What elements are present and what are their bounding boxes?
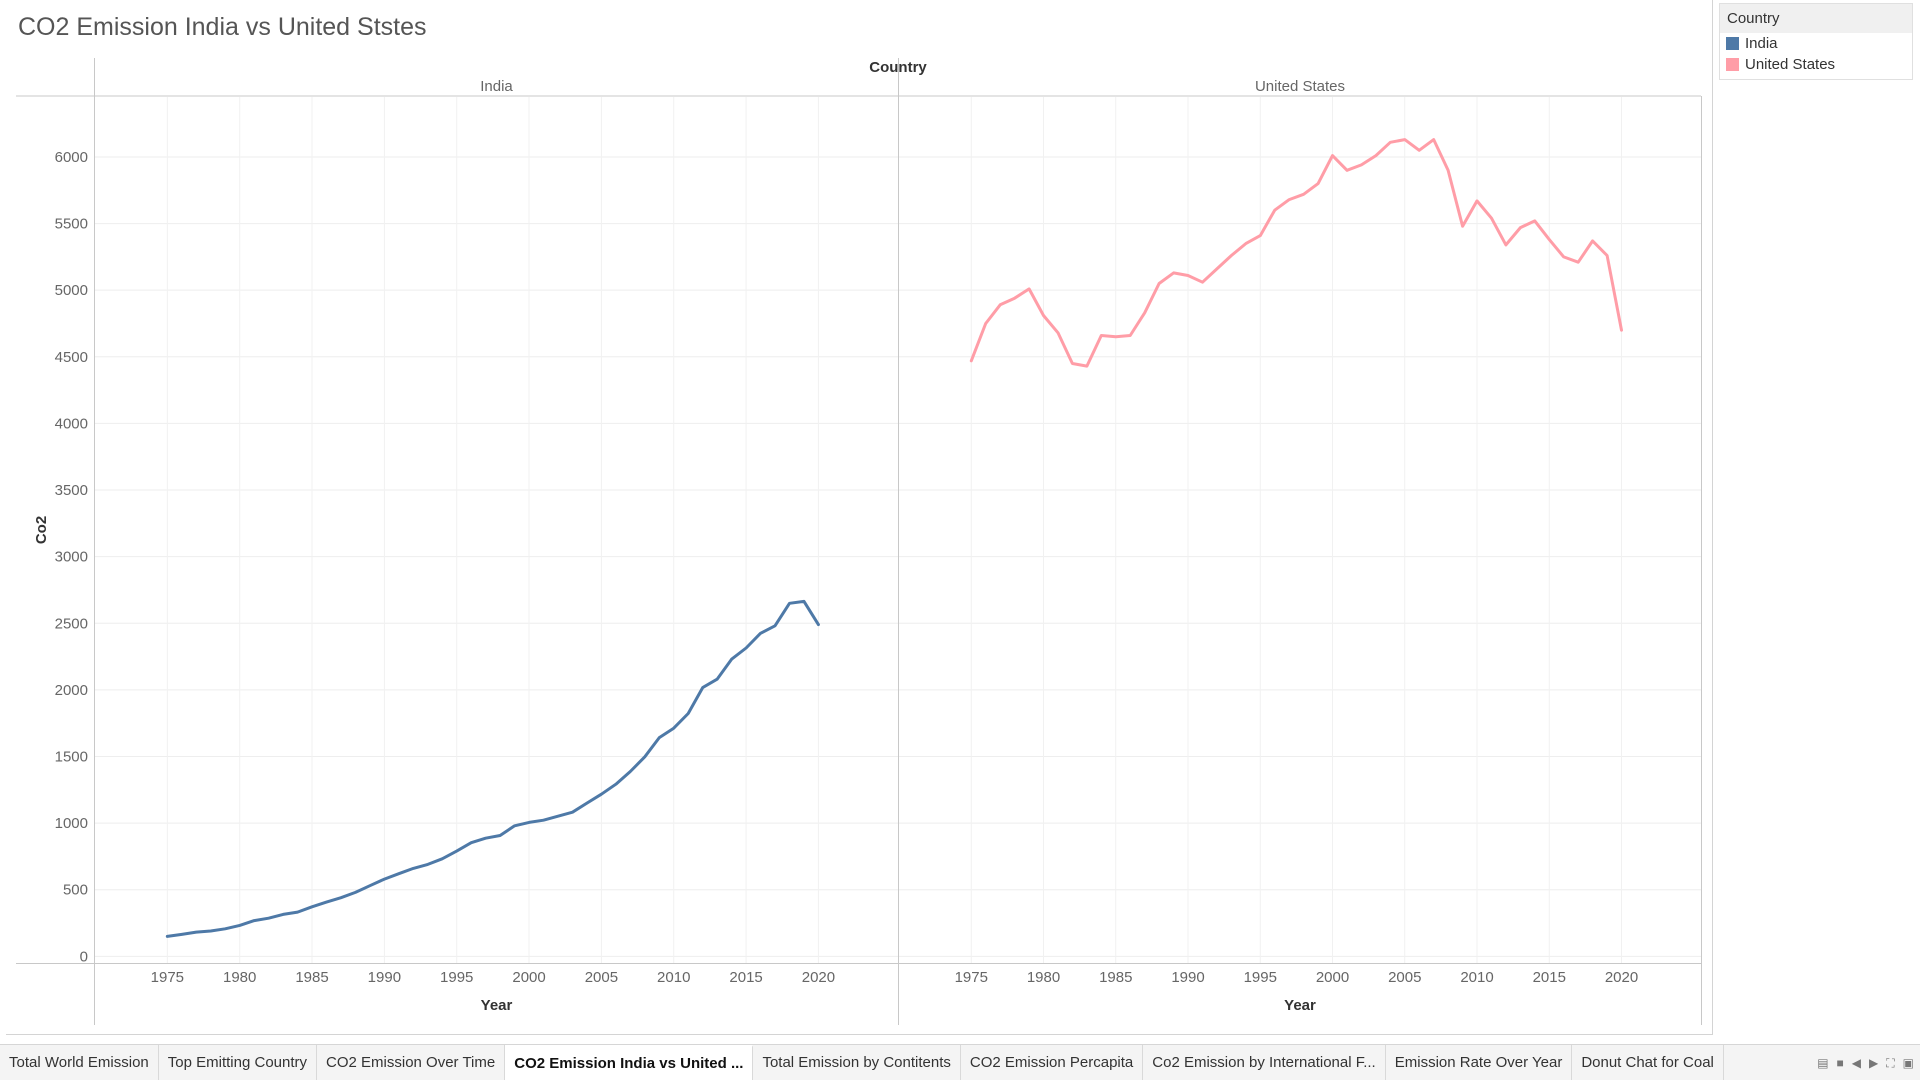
show-tabs-icon[interactable]: ■ [1836, 1055, 1844, 1070]
x-tick-label: 1985 [295, 969, 328, 986]
tab-co2-emission-over-time[interactable]: CO2 Emission Over Time [317, 1045, 506, 1080]
tab-co2-emission-percapita[interactable]: CO2 Emission Percapita [961, 1045, 1144, 1080]
x-tick-label: 1995 [1244, 969, 1277, 986]
y-tick-label: 4000 [55, 415, 88, 432]
y-tick-label: 6000 [55, 149, 88, 166]
x-tick-label: 2020 [802, 969, 835, 986]
worksheet-title: CO2 Emission India vs United Ststes [18, 13, 427, 41]
color-legend[interactable]: Country India United States [1719, 3, 1913, 80]
tab-co2-emission-by-international-flights[interactable]: Co2 Emission by International F... [1143, 1045, 1386, 1080]
legend-label-india: India [1745, 35, 1778, 52]
x-tick-label: 1975 [955, 969, 988, 986]
y-tick-label: 1000 [55, 815, 88, 832]
tab-total-world-emission[interactable]: Total World Emission [0, 1045, 159, 1080]
worksheet-area: CO2 Emission India vs United Ststes Coun… [6, 0, 1713, 1035]
tab-donut-chart-for-coal[interactable]: Donut Chat for Coal [1572, 1045, 1724, 1080]
line-chart[interactable]: Country India United States 0 500 1000 1500 200… [6, 0, 1713, 1035]
tab-total-emission-by-continents[interactable]: Total Emission by Contitents [753, 1045, 961, 1080]
x-tick-label: 1990 [368, 969, 401, 986]
x-tick-label: 1985 [1099, 969, 1132, 986]
y-tick-label: 5000 [55, 282, 88, 299]
x-tick-label: 2015 [729, 969, 762, 986]
panel-header-united-states: United States [1255, 78, 1345, 95]
x-tick-label: 1980 [223, 969, 256, 986]
x-tick-label: 2010 [657, 969, 690, 986]
legend-title: Country [1720, 4, 1912, 33]
tab-emission-rate-over-year[interactable]: Emission Rate Over Year [1386, 1045, 1573, 1080]
x-tick-label: 2015 [1533, 969, 1566, 986]
x-tick-label: 2005 [585, 969, 618, 986]
presentation-mode-icon[interactable]: ▣ [1902, 1055, 1914, 1070]
y-tick-label: 500 [63, 882, 88, 899]
y-tick-label: 2000 [55, 682, 88, 699]
sheet-tab-bar: Total World Emission Top Emitting Countr… [0, 1044, 1920, 1080]
y-tick-label: 0 [80, 948, 88, 965]
show-filmstrip-icon[interactable]: ▤ [1817, 1055, 1829, 1070]
legend-swatch-india [1726, 37, 1739, 50]
x-axis-title-2: Year [1284, 997, 1316, 1014]
x-tick-label: 1980 [1027, 969, 1060, 986]
legend-item-india[interactable]: India [1720, 33, 1912, 54]
panel-header-india: India [480, 78, 513, 95]
fullscreen-icon[interactable]: ⛶ [1886, 1055, 1895, 1070]
next-sheet-icon[interactable]: ▶ [1869, 1055, 1879, 1070]
x-tick-label: 2000 [1316, 969, 1349, 986]
legend-swatch-united-states [1726, 58, 1739, 71]
column-header-country: Country [869, 59, 927, 76]
y-axis-title: Co2 [33, 516, 50, 544]
series-line-india [165, 599, 820, 938]
legend-item-united-states[interactable]: United States [1720, 54, 1912, 75]
x-tick-label: 1990 [1171, 969, 1204, 986]
y-tick-label: 3000 [55, 549, 88, 566]
x-tick-label: 1995 [440, 969, 473, 986]
y-tick-label: 5500 [55, 216, 88, 233]
x-tick-label: 2005 [1388, 969, 1421, 986]
tab-top-emitting-country[interactable]: Top Emitting Country [159, 1045, 318, 1080]
y-tick-label: 1500 [55, 748, 88, 765]
tab-co2-emission-india-vs-united-states[interactable]: CO2 Emission India vs United ... [505, 1045, 754, 1080]
x-tick-label: 2020 [1605, 969, 1638, 986]
x-tick-label: 2000 [512, 969, 545, 986]
previous-sheet-icon[interactable]: ◀ [1851, 1055, 1862, 1070]
y-tick-label: 3500 [55, 482, 88, 499]
y-tick-label: 4500 [55, 349, 88, 366]
legend-label-united-states: United States [1745, 56, 1836, 73]
series-line-united-states [969, 138, 1623, 368]
x-tick-label: 1975 [151, 969, 184, 986]
y-tick-label: 2500 [55, 615, 88, 632]
tab-navigation-controls: ▤ ■ ◀ ▶ ⛶ ▣ [1817, 1045, 1920, 1080]
x-tick-label: 2010 [1460, 969, 1493, 986]
x-axis-title-1: Year [481, 997, 513, 1014]
